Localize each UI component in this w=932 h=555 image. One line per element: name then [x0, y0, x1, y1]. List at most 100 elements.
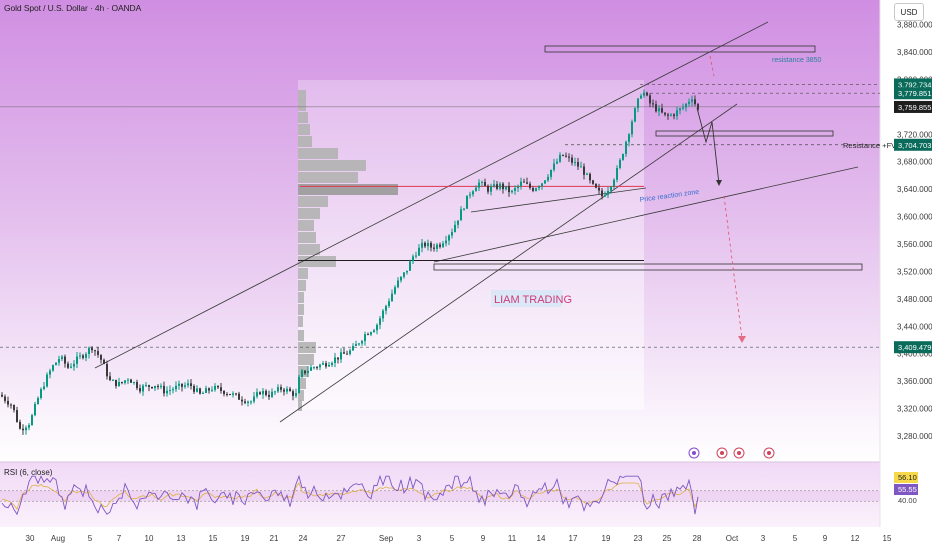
candle-body	[139, 388, 141, 392]
candle-body	[649, 95, 651, 104]
candle-body	[394, 287, 396, 294]
time-axis-tick: 14	[537, 534, 546, 543]
candle-body	[199, 388, 201, 394]
candle-body	[10, 404, 12, 406]
candle-body	[322, 363, 324, 365]
candle-body	[469, 194, 471, 196]
candle-body	[418, 247, 420, 256]
rsi-value-tag	[894, 472, 918, 483]
candle-body	[238, 393, 240, 400]
candle-body	[589, 173, 591, 181]
candle-body	[16, 410, 18, 422]
candle-body	[439, 244, 441, 247]
candle-body	[82, 355, 84, 358]
candle-body	[691, 99, 693, 102]
candle-body	[316, 367, 318, 369]
watermark-text: LIAM TRADING	[494, 294, 572, 306]
candle-body	[217, 385, 219, 388]
candle-body	[352, 345, 354, 351]
volume-profile-bar	[298, 220, 314, 231]
price-label-text: 3,779.851	[898, 89, 931, 98]
candle-body	[256, 392, 258, 397]
time-axis-tick: 5	[793, 534, 798, 543]
candle-body	[292, 391, 294, 396]
time-axis-tick: 15	[209, 534, 218, 543]
volume-profile-bar	[298, 378, 306, 389]
projection-arrowhead	[716, 180, 722, 186]
candle-body	[604, 194, 606, 197]
candle-body	[97, 351, 99, 355]
candle-body	[187, 383, 189, 386]
candle-body	[301, 370, 303, 377]
volume-profile-bar	[298, 136, 312, 147]
candle-body	[160, 385, 162, 388]
candle-body	[346, 353, 348, 355]
candle-body	[490, 186, 492, 192]
time-axis-tick: 28	[693, 534, 702, 543]
time-axis-tick: Aug	[51, 534, 65, 543]
candle-body	[499, 183, 501, 189]
currency-button[interactable]: USD	[894, 3, 924, 21]
price-axis-tick: 3,280.000	[897, 432, 932, 441]
candle-body	[409, 261, 411, 271]
candle-body	[679, 108, 681, 111]
time-axis-tick: 12	[851, 534, 860, 543]
candle-body	[472, 191, 474, 195]
rsi-value-label: 55.55	[898, 485, 917, 494]
volume-profile-bar	[298, 90, 306, 101]
candle-body	[4, 396, 6, 401]
volume-profile-bar	[298, 208, 320, 219]
candle-body	[685, 103, 687, 108]
candle-body	[577, 162, 579, 167]
volume-profile-bar	[298, 330, 304, 341]
candle-body	[403, 272, 405, 277]
candle-body	[328, 364, 330, 367]
candle-body	[361, 341, 363, 344]
candle-body	[391, 293, 393, 302]
time-axis-tick: Oct	[726, 534, 739, 543]
candle-body	[640, 95, 642, 99]
candle-body	[49, 370, 51, 375]
candle-body	[652, 103, 654, 105]
volume-profile-range	[298, 80, 644, 410]
rsi-smoothing-line	[1, 482, 699, 510]
candle-body	[304, 370, 306, 374]
candle-body	[625, 141, 627, 155]
candle-body	[682, 107, 684, 109]
candle-body	[676, 110, 678, 117]
candle-body	[553, 163, 555, 170]
time-axis-tick: 15	[883, 534, 892, 543]
candle-body	[532, 187, 534, 191]
candle-body	[271, 391, 273, 397]
candle-body	[1, 394, 3, 397]
volume-profile-bar	[298, 100, 306, 111]
candle-body	[697, 104, 699, 110]
candle-body	[364, 334, 366, 342]
price-axis-tick: 3,400.000	[897, 350, 932, 359]
candle-body	[397, 280, 399, 288]
candle-body	[664, 112, 666, 115]
price-label-text: 3,409.479	[898, 343, 931, 352]
candle-body	[484, 181, 486, 186]
candle-body	[334, 357, 336, 363]
candle-body	[460, 209, 462, 221]
time-axis[interactable]: 30 Aug 5 7 10 13 15 19 21 24 27 Sep 3 5 9 11 14 17 19 23 25 2…	[26, 534, 892, 543]
economic-events[interactable]	[688, 447, 775, 459]
volume-profile-bar	[298, 112, 308, 123]
candle-body	[151, 386, 153, 389]
price-label-tag	[894, 100, 932, 113]
candle-body	[280, 387, 282, 390]
candle-body	[613, 179, 615, 187]
candle-body	[448, 235, 450, 241]
candle-body	[229, 394, 231, 396]
candle-body	[91, 347, 93, 351]
rsi-indicator-title[interactable]: RSI (6, close)	[4, 468, 53, 477]
candle-body	[592, 180, 594, 184]
candle-body	[169, 389, 171, 391]
candle-body	[622, 154, 624, 160]
candle-body	[523, 181, 525, 183]
